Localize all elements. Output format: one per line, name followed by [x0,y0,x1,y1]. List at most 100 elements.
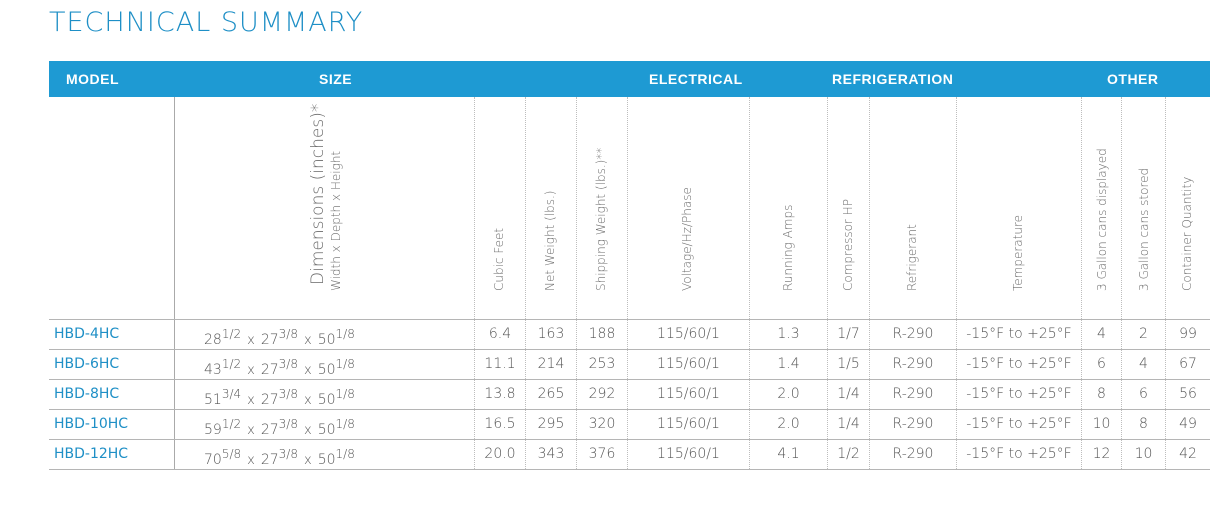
header-refrigerant: Refrigerant [905,224,919,291]
cell-shipping-weight: 320 [588,416,616,432]
header-temperature: Temperature [1011,214,1025,291]
cell-temperature: -15°F to +25°F [966,386,1072,402]
header-cans-displayed: 3 Gallon cans displayed [1095,148,1109,291]
cell-model: HBD-8HC [54,386,120,402]
cell-net-weight: 343 [537,446,565,462]
group-electrical: ELECTRICAL [649,71,743,87]
cell-cans-displayed: 10 [1092,416,1111,432]
dim-separator: x [303,363,312,378]
cell-dimensions: 705/8 x 273/8 x 501/8 [204,447,355,468]
cell-net-weight: 163 [537,326,565,342]
cell-dimensions: 281/2 x 273/8 x 501/8 [204,327,355,348]
cell-cans-stored: 10 [1134,446,1153,462]
cell-refrigerant: R-290 [892,356,934,372]
cell-refrigerant: R-290 [892,386,934,402]
cell-net-weight: 214 [537,356,565,372]
dim-separator: x [247,453,255,468]
cell-compressor-hp: 1/4 [837,386,860,402]
table-body: HBD-4HC 281/2 x 273/8 x 501/8 6.4 163 188 11… [49,319,1210,470]
dim-separator: x [247,363,255,378]
cell-cans-stored: 2 [1139,326,1148,342]
dim-separator: x [303,393,312,408]
cell-shipping-weight: 253 [588,356,616,372]
cell-running-amps: 2.0 [777,386,800,402]
cell-cans-displayed: 4 [1097,326,1106,342]
table-row: HBD-10HC 591/2 x 273/8 x 501/8 16.5 295 320 … [49,409,1210,439]
cell-model: HBD-4HC [54,326,120,342]
header-cubic-feet: Cubic Feet [492,227,506,291]
cell-cubic-feet: 13.8 [484,386,516,402]
group-model: MODEL [66,71,120,87]
header-container-qty: Container Quantity [1180,176,1194,291]
header-net-weight: Net Weight (lbs.) [543,190,557,291]
table-row: HBD-12HC 705/8 x 273/8 x 501/8 20.0 343 376 … [49,439,1210,470]
header-dimensions: Dimensions (inches)* [308,103,328,285]
cell-cans-displayed: 6 [1097,356,1106,372]
cell-container-qty: 42 [1179,446,1197,462]
dim-separator: x [303,423,312,438]
cell-container-qty: 99 [1179,326,1197,342]
cell-dimensions: 591/2 x 273/8 x 501/8 [204,417,355,438]
cell-compressor-hp: 1/2 [837,446,860,462]
cell-dimensions: 513/4 x 273/8 x 501/8 [204,387,355,408]
dim-separator: x [247,333,255,348]
cell-shipping-weight: 376 [588,446,616,462]
cell-net-weight: 265 [537,386,565,402]
cell-shipping-weight: 292 [588,386,616,402]
cell-container-qty: 56 [1179,386,1197,402]
cell-temperature: -15°F to +25°F [966,446,1072,462]
cell-refrigerant: R-290 [892,416,934,432]
group-header-band: MODEL SIZE ELECTRICAL REFRIGERATION OTHE… [49,61,1210,97]
header-voltage: Voltage/Hz/Phase [680,187,694,291]
cell-cubic-feet: 16.5 [484,416,516,432]
cell-cans-stored: 8 [1139,416,1148,432]
cell-voltage: 115/60/1 [657,446,720,462]
cell-compressor-hp: 1/5 [837,356,860,372]
cell-model: HBD-6HC [54,356,120,372]
cell-cubic-feet: 20.0 [484,446,516,462]
dim-separator: x [247,423,255,438]
cell-cans-stored: 4 [1139,356,1148,372]
header-shipping-weight: Shipping Weight (lbs.)** [594,147,608,291]
cell-compressor-hp: 1/4 [837,416,860,432]
cell-net-weight: 295 [537,416,565,432]
group-size: SIZE [319,71,353,87]
dim-separator: x [247,393,255,408]
header-running-amps: Running Amps [781,204,795,291]
technical-summary-table: MODEL SIZE ELECTRICAL REFRIGERATION OTHE… [49,61,1210,470]
cell-voltage: 115/60/1 [657,326,720,342]
cell-dimensions: 431/2 x 273/8 x 501/8 [204,357,355,378]
cell-running-amps: 1.3 [777,326,800,342]
header-compressor-hp: Compressor HP [841,199,855,291]
column-headers: Dimensions (inches)* Width x Depth x Hei… [49,97,1210,319]
cell-shipping-weight: 188 [588,326,616,342]
cell-cans-stored: 6 [1139,386,1148,402]
cell-compressor-hp: 1/7 [837,326,860,342]
header-dimensions-sub: Width x Depth x Height [329,150,343,291]
cell-running-amps: 2.0 [777,416,800,432]
table-row: HBD-4HC 281/2 x 273/8 x 501/8 6.4 163 188 11… [49,319,1210,349]
cell-cubic-feet: 6.4 [488,326,512,342]
cell-container-qty: 49 [1179,416,1197,432]
page-title: TECHNICAL SUMMARY [49,7,364,38]
cell-refrigerant: R-290 [892,326,934,342]
cell-model: HBD-12HC [54,446,129,462]
header-cans-stored: 3 Gallon cans stored [1137,167,1151,291]
group-refrigeration: REFRIGERATION [832,71,954,87]
cell-voltage: 115/60/1 [657,356,720,372]
cell-cans-displayed: 8 [1097,386,1106,402]
cell-temperature: -15°F to +25°F [966,326,1072,342]
group-other: OTHER [1107,71,1159,87]
dim-separator: x [303,333,312,348]
table-row: HBD-8HC 513/4 x 273/8 x 501/8 13.8 265 292 1… [49,379,1210,409]
cell-container-qty: 67 [1179,356,1197,372]
cell-running-amps: 4.1 [777,446,800,462]
cell-cubic-feet: 11.1 [484,356,516,372]
cell-temperature: -15°F to +25°F [966,416,1072,432]
table-row: HBD-6HC 431/2 x 273/8 x 501/8 11.1 214 253 1… [49,349,1210,379]
cell-running-amps: 1.4 [777,356,800,372]
cell-model: HBD-10HC [54,416,129,432]
cell-voltage: 115/60/1 [657,386,720,402]
cell-refrigerant: R-290 [892,446,934,462]
cell-voltage: 115/60/1 [657,416,720,432]
